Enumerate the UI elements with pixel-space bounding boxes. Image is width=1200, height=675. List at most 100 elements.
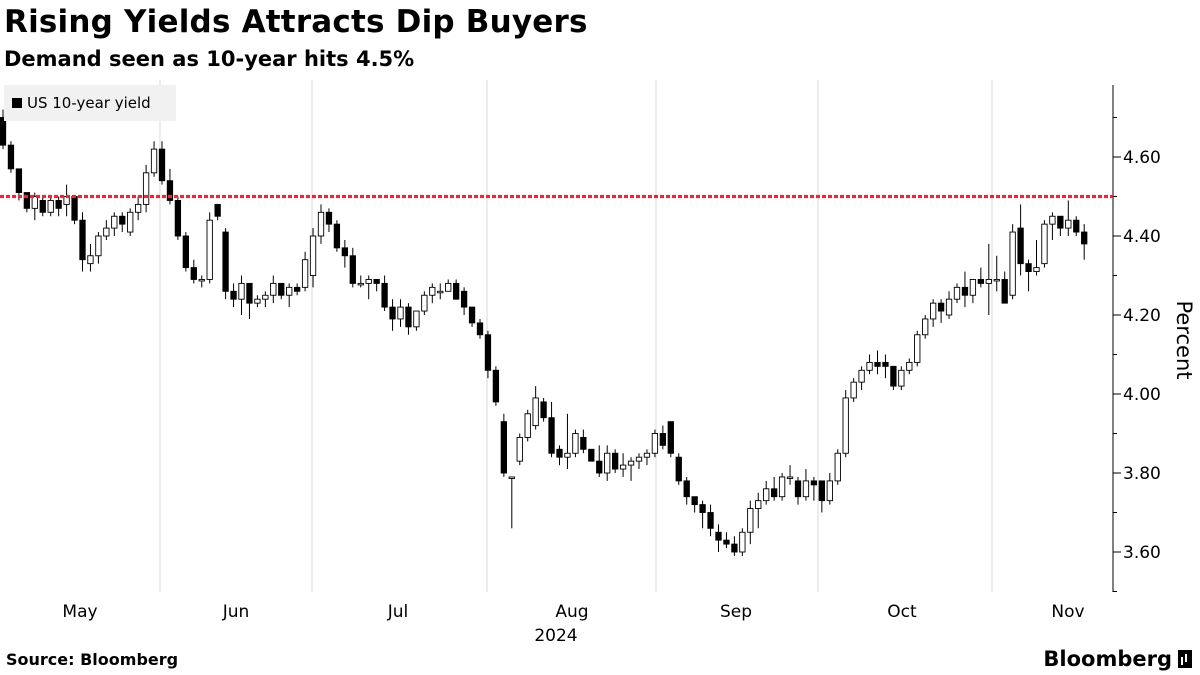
candle-body-up: [1041, 223, 1048, 265]
candle-body-up: [413, 310, 420, 328]
candle: [882, 354, 889, 379]
candle: [810, 476, 818, 501]
candle: [556, 445, 563, 466]
candle: [540, 397, 547, 422]
candle-body-down: [373, 279, 380, 284]
candle-body-down: [246, 282, 253, 304]
candle: [898, 366, 905, 391]
year-label: 2024: [534, 626, 577, 646]
candle-body-down: [476, 322, 484, 336]
candle: [802, 469, 810, 501]
candle-body-down: [667, 421, 674, 454]
candle: [246, 282, 253, 319]
candle: [492, 366, 500, 406]
x-tick-label: Nov: [1051, 602, 1084, 622]
candle-body-down: [492, 369, 500, 403]
candle: [890, 365, 897, 391]
candle-body-down: [453, 282, 460, 300]
candle-body-up: [286, 286, 293, 296]
brand-logo: Bloomberg: [1043, 647, 1192, 671]
candle: [349, 247, 356, 288]
candle-body-up: [127, 211, 134, 233]
candle-body-up: [365, 279, 372, 284]
candle: [612, 449, 619, 473]
candle-body-up: [651, 433, 659, 454]
candle-body-up: [627, 460, 635, 466]
candle: [1033, 239, 1040, 276]
candle: [365, 275, 372, 300]
candle-body-up: [619, 464, 627, 470]
candle: [635, 453, 643, 470]
candle-body-down: [874, 361, 881, 367]
candle: [937, 299, 945, 323]
y-tick-label: 3.60: [1123, 543, 1161, 563]
candle-body-down: [190, 267, 197, 280]
candle-body-up: [802, 480, 810, 498]
candle: [659, 425, 667, 450]
candle: [524, 409, 531, 442]
candle-body-up: [985, 279, 992, 284]
candle-body-up: [1009, 231, 1016, 296]
candle: [389, 299, 396, 331]
candle-body-up: [1033, 267, 1040, 273]
candle: [850, 378, 857, 402]
candle: [572, 429, 579, 458]
candle-body-down: [389, 306, 396, 320]
candle: [953, 283, 961, 304]
candle: [317, 204, 325, 244]
brand-name: Bloomberg: [1043, 647, 1172, 671]
chart-subtitle: Demand seen as 10-year hits 4.5%: [4, 47, 415, 71]
candle-body-up: [834, 452, 841, 482]
candle-body-down: [222, 231, 229, 292]
candle-body-down: [460, 290, 468, 308]
candle: [619, 453, 627, 477]
candle-body-up: [850, 381, 857, 399]
candle-body-down: [55, 199, 62, 209]
candle-body-up: [906, 361, 913, 371]
candle-body-down: [405, 306, 412, 328]
candle-body-up: [198, 279, 205, 282]
candle-body-up: [254, 298, 261, 304]
candle: [111, 212, 118, 236]
candle: [397, 299, 404, 327]
candle: [453, 279, 460, 300]
candle-body-down: [699, 504, 706, 513]
candle-body-down: [794, 480, 802, 498]
candle: [763, 480, 770, 505]
candle: [1017, 204, 1024, 276]
candle: [142, 164, 150, 213]
source-note: Source: Bloomberg: [6, 650, 179, 669]
candle-body-down: [890, 365, 897, 387]
candle-body-down: [731, 543, 738, 553]
candle: [381, 275, 388, 312]
candle: [150, 141, 158, 177]
candle: [1057, 215, 1064, 236]
candle-body-up: [826, 480, 833, 502]
candle-body-down: [882, 361, 889, 367]
candle-body-down: [1025, 263, 1032, 272]
candle-body-up: [95, 235, 102, 257]
candle: [166, 168, 174, 205]
candle-body-down: [556, 448, 563, 458]
candle: [333, 220, 341, 252]
y-tick-label: 4.00: [1123, 385, 1161, 405]
candle-body-up: [429, 286, 436, 296]
candle: [739, 528, 746, 556]
candle: [604, 445, 611, 481]
candle-body-up: [930, 302, 937, 320]
candle: [914, 330, 921, 367]
candle-body-down: [214, 203, 221, 217]
candle-body-down: [659, 433, 667, 446]
candle: [1001, 271, 1008, 304]
candle: [596, 445, 603, 477]
candle-body-up: [953, 286, 961, 300]
candle-body-down: [230, 290, 237, 300]
candle-body-down: [588, 448, 595, 462]
candle-body-down: [961, 286, 969, 296]
candle: [476, 318, 484, 339]
candle-body-down: [15, 168, 23, 194]
x-axis-labels: May Jun Jul Aug Sep Oct Nov 2024: [62, 602, 1084, 646]
candle-body-up: [309, 235, 317, 276]
candle-body-up: [564, 452, 571, 458]
candle-body-down: [810, 480, 818, 486]
